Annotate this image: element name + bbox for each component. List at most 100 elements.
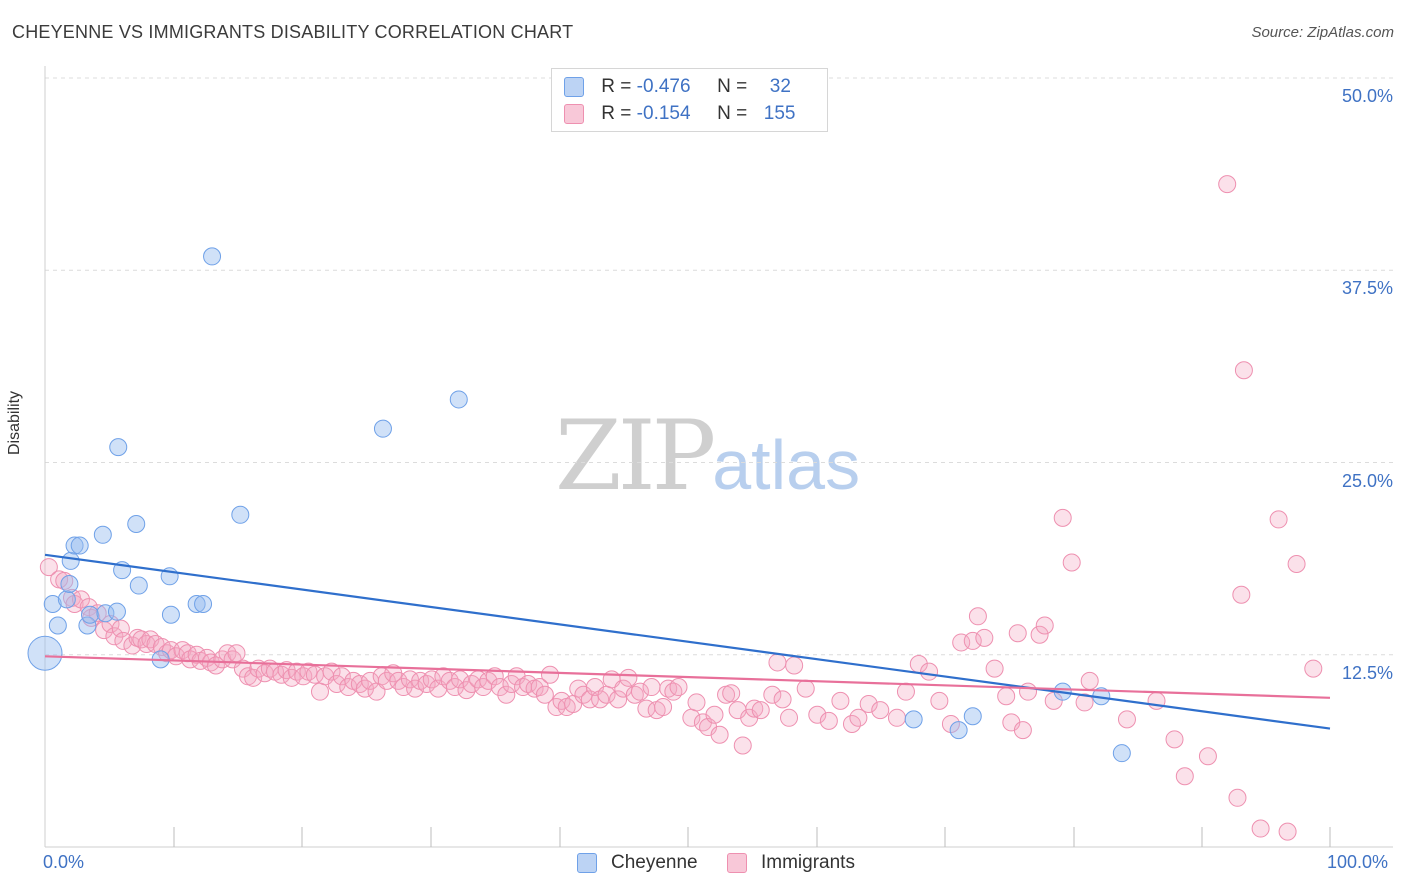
- cheyenne-point: [161, 605, 180, 624]
- y-tick-label: 12.5%: [1341, 662, 1393, 683]
- cheyenne-point: [80, 605, 99, 624]
- immigrants-swatch: [564, 103, 584, 124]
- immigrants-point: [310, 682, 329, 701]
- immigrants-point: [930, 691, 949, 710]
- immigrants-point: [105, 627, 124, 646]
- immigrants-point: [39, 558, 58, 577]
- immigrants-point: [642, 678, 661, 697]
- immigrants-point: [722, 684, 741, 703]
- immigrants-point: [1013, 721, 1032, 740]
- immigrants-point: [619, 668, 638, 687]
- immigrants-point: [479, 671, 498, 690]
- cheyenne-point: [231, 505, 250, 524]
- watermark: ZIPatlas: [555, 400, 860, 512]
- immigrants-point: [1287, 555, 1306, 574]
- y-tick-label: 37.5%: [1341, 278, 1393, 299]
- immigrants-point: [849, 708, 868, 727]
- legend-label: Immigrants: [761, 852, 855, 873]
- cheyenne-point: [27, 635, 63, 671]
- immigrants-point: [887, 708, 906, 727]
- immigrants-point: [1035, 616, 1054, 635]
- immigrants-point: [871, 701, 890, 720]
- immigrants-point: [654, 698, 673, 717]
- immigrants-point: [227, 644, 246, 663]
- immigrants-point: [541, 665, 560, 684]
- immigrants-point: [71, 590, 90, 609]
- immigrants-point: [710, 725, 729, 744]
- immigrants-point: [687, 693, 706, 712]
- immigrants-point: [332, 667, 351, 686]
- immigrants-point: [1228, 788, 1247, 807]
- immigrants-point: [609, 690, 628, 709]
- legend-r-label: R =: [601, 103, 632, 124]
- cheyenne-swatch: [564, 76, 584, 97]
- immigrants-point: [1175, 767, 1194, 786]
- immigrants-point: [1030, 625, 1049, 644]
- cheyenne-point: [373, 419, 392, 438]
- immigrants-point: [114, 631, 133, 650]
- immigrants-point: [768, 653, 787, 672]
- trend-lines: [44, 553, 1331, 730]
- cheyenne-trend-line: [44, 553, 1331, 730]
- immigrants-point: [535, 685, 554, 704]
- immigrants-point: [1278, 822, 1297, 841]
- axes: [44, 66, 1393, 848]
- y-tick-label: 25.0%: [1341, 470, 1393, 491]
- immigrants-point: [1304, 659, 1323, 678]
- immigrants-point: [422, 670, 441, 689]
- legend-n-label: N =: [717, 76, 748, 97]
- immigrants-swatch: [727, 852, 747, 873]
- immigrants-point: [920, 662, 939, 681]
- legend-row-immigrants: R = -0.154 N = 155: [564, 103, 795, 125]
- immigrants-point: [394, 678, 413, 697]
- immigrants-point: [773, 690, 792, 709]
- cheyenne-point: [904, 710, 923, 729]
- immigrants-point: [1044, 691, 1063, 710]
- chart-title: CHEYENNE VS IMMIGRANTS DISABILITY CORREL…: [12, 22, 574, 42]
- cheyenne-point: [1112, 744, 1131, 763]
- cheyenne-point: [93, 525, 112, 544]
- stats-legend: R = -0.476 N = 32 R = -0.154 N = 155: [551, 68, 828, 132]
- legend-r-value: -0.154: [636, 103, 691, 124]
- immigrants-point: [751, 701, 770, 720]
- immigrants-point: [952, 633, 971, 652]
- immigrants-point: [630, 682, 649, 701]
- immigrants-point: [896, 682, 915, 701]
- cheyenne-point: [61, 551, 80, 570]
- x-tick-label-max: 100.0%: [1327, 852, 1389, 872]
- immigrants-point: [490, 678, 509, 697]
- immigrants-point: [451, 670, 470, 689]
- cheyenne-point: [203, 247, 222, 266]
- immigrants-point: [244, 668, 263, 687]
- cheyenne-point: [963, 707, 982, 726]
- immigrants-point: [831, 691, 850, 710]
- cheyenne-point: [194, 594, 213, 613]
- immigrants-point: [997, 687, 1016, 706]
- immigrants-point: [55, 571, 74, 590]
- immigrants-point: [88, 604, 107, 623]
- cheyenne-point: [48, 616, 67, 635]
- cheyenne-point: [449, 390, 468, 409]
- legend-r-label: R =: [601, 76, 632, 97]
- immigrants-point: [1218, 175, 1237, 194]
- watermark-zip: ZIP: [555, 400, 716, 512]
- cheyenne-point: [70, 536, 89, 555]
- cheyenne-point: [187, 594, 206, 613]
- cheyenne-point: [65, 536, 84, 555]
- immigrants-point: [1234, 361, 1253, 380]
- immigrants-point: [733, 736, 752, 755]
- cheyenne-point: [60, 575, 79, 594]
- immigrants-point: [1053, 508, 1072, 527]
- immigrants-points: [39, 175, 1323, 841]
- cheyenne-point: [109, 438, 128, 457]
- legend-label: Cheyenne: [611, 852, 698, 873]
- legend-n-label: N =: [717, 103, 748, 124]
- y-tick-label: 50.0%: [1341, 86, 1393, 106]
- y-axis-title: Disability: [6, 390, 23, 455]
- immigrants-point: [745, 699, 764, 718]
- immigrants-point: [1008, 624, 1027, 643]
- immigrants-point: [819, 711, 838, 730]
- immigrants-point: [1080, 671, 1099, 690]
- immigrants-point: [173, 641, 192, 660]
